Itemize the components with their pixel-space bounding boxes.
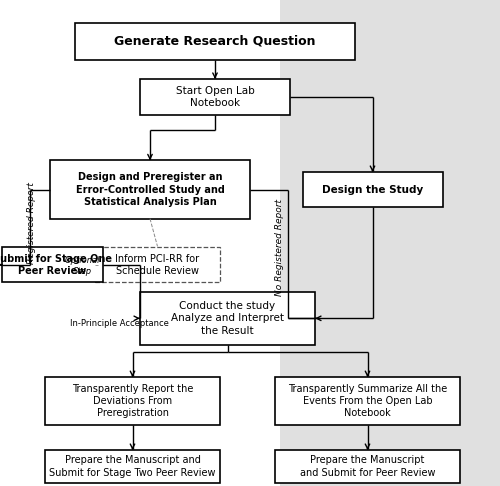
FancyBboxPatch shape xyxy=(75,23,355,59)
FancyBboxPatch shape xyxy=(2,247,102,282)
Text: Conduct the study
Analyze and Interpret
the Result: Conduct the study Analyze and Interpret … xyxy=(171,301,284,336)
FancyBboxPatch shape xyxy=(275,377,460,425)
Text: Optional
Step: Optional Step xyxy=(65,256,100,276)
Text: Start Open Lab
Notebook: Start Open Lab Notebook xyxy=(176,86,254,108)
Text: Prepare the Manuscript
and Submit for Peer Review: Prepare the Manuscript and Submit for Pe… xyxy=(300,455,435,478)
Text: Design and Preregister an
Error-Controlled Study and
Statistical Analysis Plan: Design and Preregister an Error-Controll… xyxy=(76,172,225,207)
Bar xyxy=(280,0,500,486)
Text: Transparently Report the
Deviations From
Preregistration: Transparently Report the Deviations From… xyxy=(72,383,193,418)
Text: Registered Report: Registered Report xyxy=(26,183,36,264)
FancyBboxPatch shape xyxy=(302,172,442,207)
FancyBboxPatch shape xyxy=(275,450,460,483)
Text: Transparently Summarize All the
Events From the Open Lab
Notebook: Transparently Summarize All the Events F… xyxy=(288,383,447,418)
Text: Inform PCI-RR for
Schedule Review: Inform PCI-RR for Schedule Review xyxy=(116,254,200,276)
Text: Prepare the Manuscript and
Submit for Stage Two Peer Review: Prepare the Manuscript and Submit for St… xyxy=(49,455,216,478)
FancyBboxPatch shape xyxy=(140,79,290,115)
FancyBboxPatch shape xyxy=(45,377,220,425)
FancyBboxPatch shape xyxy=(140,292,315,345)
Text: Design the Study: Design the Study xyxy=(322,185,423,194)
Text: No Registered Report: No Registered Report xyxy=(276,199,284,296)
Text: Submit for Stage One
Peer Review: Submit for Stage One Peer Review xyxy=(0,254,112,276)
FancyBboxPatch shape xyxy=(95,247,220,282)
FancyBboxPatch shape xyxy=(45,450,220,483)
Text: Generate Research Question: Generate Research Question xyxy=(114,35,316,48)
FancyBboxPatch shape xyxy=(50,160,250,219)
Text: In-Principle Acceptance: In-Principle Acceptance xyxy=(70,319,168,328)
